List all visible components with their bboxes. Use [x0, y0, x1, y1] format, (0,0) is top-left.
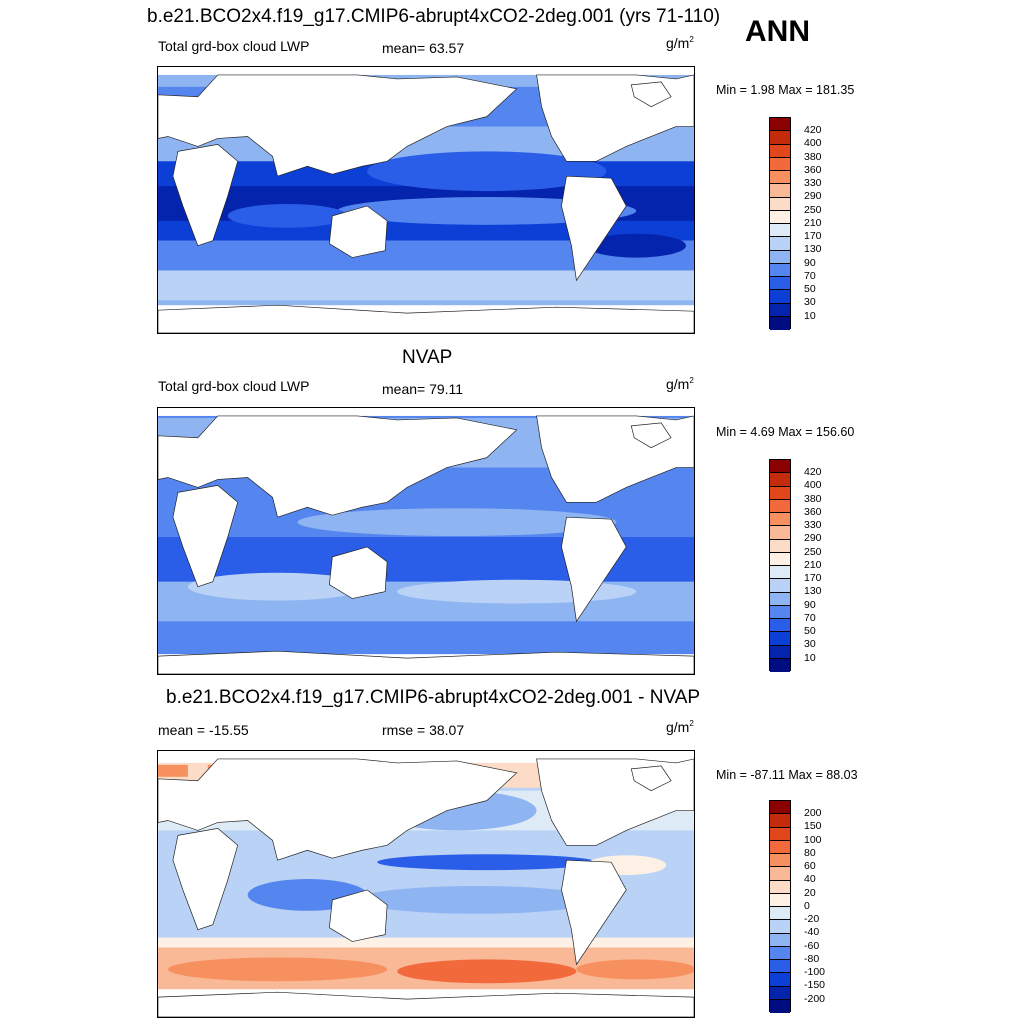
- panel-model-mean-label: mean= 63.57: [382, 40, 465, 56]
- panel-obs-mean-label: mean= 79.11: [382, 381, 464, 397]
- colorbar-tick-label: 130: [804, 243, 822, 255]
- colorbar-tick-label: 330: [804, 177, 822, 189]
- colorbar-tick-label: 70: [804, 270, 816, 282]
- panel-obs-map: [157, 407, 695, 675]
- colorbar-tick-label: 290: [804, 190, 822, 202]
- panel-model-minmax: Min = 1.98 Max = 181.35: [716, 83, 855, 97]
- colorbar-tick-label: 360: [804, 506, 822, 518]
- colorbar-tick-label: 290: [804, 532, 822, 544]
- panel-diff-units: g/m2: [666, 719, 694, 735]
- colorbar-tick-label: 400: [804, 137, 822, 149]
- colorbar-tick-label: 330: [804, 519, 822, 531]
- colorbar-tick-label: 50: [804, 283, 816, 295]
- colorbar-tick-label: 170: [804, 230, 822, 242]
- colorbar-tick-label: -100: [804, 966, 826, 978]
- colorbar-tick-label: 210: [804, 217, 822, 229]
- colorbar-tick-label: 30: [804, 296, 816, 308]
- colorbar-tick-label: 100: [804, 834, 822, 846]
- colorbar-tick-label: 90: [804, 599, 816, 611]
- panel-diff-mean-label: mean = -15.55: [158, 722, 249, 738]
- colorbar-tick-label: -20: [804, 913, 820, 925]
- colorbar-tick-label: -60: [804, 940, 820, 952]
- colorbar-tick-label: 80: [804, 847, 816, 859]
- colorbar-tick-label: 10: [804, 310, 816, 322]
- panel-diff-colorbar: [769, 800, 791, 1013]
- colorbar-tick-label: 400: [804, 479, 822, 491]
- colorbar-tick-label: 30: [804, 638, 816, 650]
- case-title: b.e21.BCO2x4.f19_g17.CMIP6-abrupt4xCO2-2…: [147, 6, 721, 27]
- panel-obs-minmax: Min = 4.69 Max = 156.60: [716, 425, 855, 439]
- panel-model-colorbar: [769, 117, 791, 330]
- colorbar-tick-label: 420: [804, 466, 822, 478]
- colorbar-tick-label: -150: [804, 979, 826, 991]
- panel-model-units: g/m2: [666, 35, 694, 51]
- panel-model-variable-label: Total grd-box cloud LWP: [158, 38, 310, 54]
- colorbar-tick-label: 60: [804, 860, 816, 872]
- colorbar-tick-label: 380: [804, 151, 822, 163]
- colorbar-tick-label: 50: [804, 625, 816, 637]
- colorbar-tick-label: -80: [804, 953, 820, 965]
- colorbar-tick-label: -40: [804, 926, 820, 938]
- panel-model-map: [157, 66, 695, 334]
- colorbar-tick-label: 90: [804, 257, 816, 269]
- panel-obs-units: g/m2: [666, 376, 694, 392]
- panel-diff-map: [157, 750, 695, 1018]
- colorbar-tick-label: 250: [804, 204, 822, 216]
- colorbar-tick-label: 130: [804, 585, 822, 597]
- colorbar-tick-label: 380: [804, 493, 822, 505]
- colorbar-tick-label: 200: [804, 807, 822, 819]
- panel-diff-minmax: Min = -87.11 Max = 88.03: [716, 768, 858, 782]
- colorbar-tick-label: 360: [804, 164, 822, 176]
- colorbar-tick-label: -200: [804, 993, 826, 1005]
- panel-diff-rmse-label: rmse = 38.07: [382, 722, 465, 738]
- colorbar-tick-label: 250: [804, 546, 822, 558]
- season-label: ANN: [745, 15, 810, 48]
- colorbar-tick-label: 420: [804, 124, 822, 136]
- panel-obs-variable-label: Total grd-box cloud LWP: [158, 378, 310, 394]
- colorbar-tick-label: 170: [804, 572, 822, 584]
- colorbar-tick-label: 10: [804, 652, 816, 664]
- colorbar-tick-label: 70: [804, 612, 816, 624]
- colorbar-tick-label: 40: [804, 873, 816, 885]
- panel-obs-title: NVAP: [402, 347, 453, 368]
- colorbar-tick-label: 210: [804, 559, 822, 571]
- panel-obs-colorbar: [769, 459, 791, 672]
- colorbar-tick-label: 0: [804, 900, 810, 912]
- panel-diff-title: b.e21.BCO2x4.f19_g17.CMIP6-abrupt4xCO2-2…: [166, 687, 701, 708]
- colorbar-tick-label: 150: [804, 820, 822, 832]
- colorbar-tick-label: 20: [804, 887, 816, 899]
